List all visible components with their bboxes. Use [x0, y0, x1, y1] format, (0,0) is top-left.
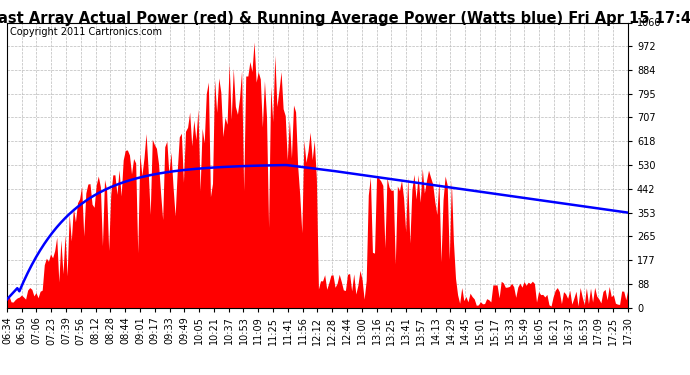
Text: East Array Actual Power (red) & Running Average Power (Watts blue) Fri Apr 15 17: East Array Actual Power (red) & Running …	[0, 11, 690, 26]
Text: Copyright 2011 Cartronics.com: Copyright 2011 Cartronics.com	[10, 27, 162, 37]
